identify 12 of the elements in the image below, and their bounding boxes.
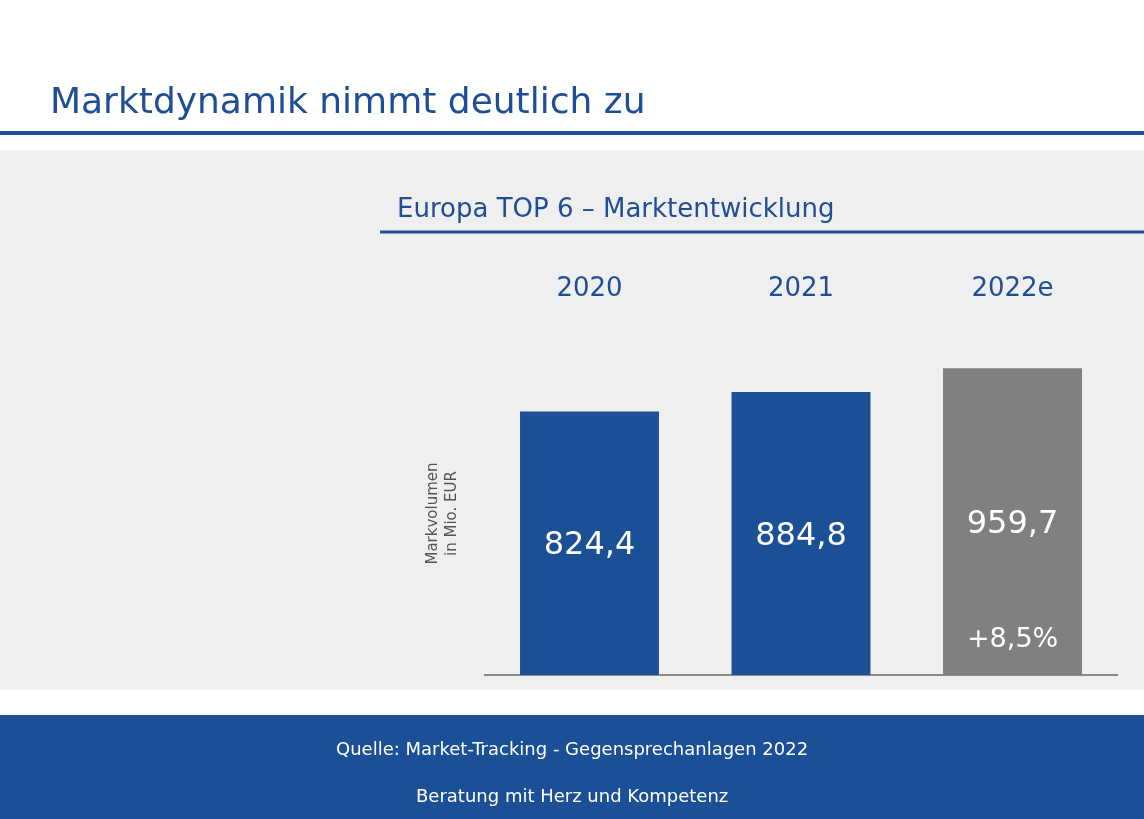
chart-title: Marktdynamik nimmt deutlich zu bbox=[50, 80, 646, 121]
x-tick-label: 2021 bbox=[767, 271, 835, 302]
text: Beratung mit Herz und Kompetenz bbox=[416, 785, 729, 806]
data-label: 884,8 bbox=[755, 514, 847, 553]
chart-subtitle: Europa TOP 6 – Marktentwicklung bbox=[397, 193, 835, 223]
x-tick-label: 2022e bbox=[971, 271, 1054, 302]
data-label: 824,4 bbox=[543, 524, 636, 563]
x-tick-label: 2020 bbox=[556, 271, 623, 302]
y-axis-title: Markvolumen in Mio. EUR bbox=[422, 462, 460, 565]
source-note: Quelle: Market-Tracking - Gegensprechanlagen 2022 bbox=[336, 738, 809, 759]
data-label: 959,7 bbox=[966, 502, 1059, 541]
annotation: +8,5% bbox=[967, 622, 1059, 653]
